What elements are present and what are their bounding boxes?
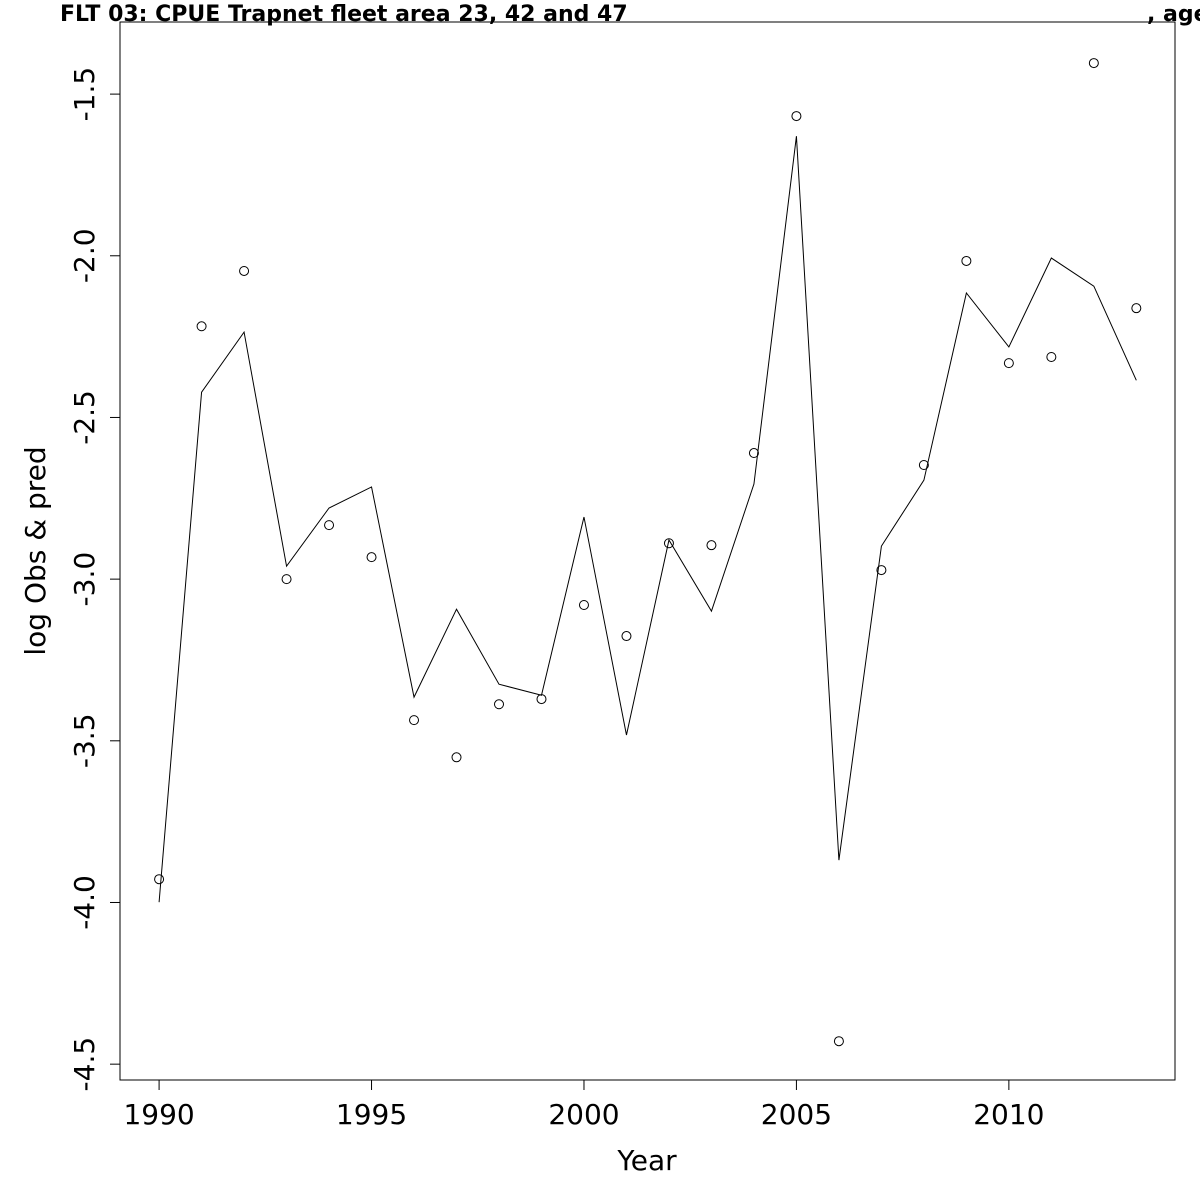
chart-title-suffix: , age xyxy=(1147,2,1200,27)
x-tick-label: 1995 xyxy=(336,1098,407,1131)
data-point xyxy=(239,265,250,276)
data-point xyxy=(833,1036,844,1047)
data-point xyxy=(281,574,292,585)
plot-frame xyxy=(119,21,1176,1081)
data-point xyxy=(324,520,335,531)
y-tick-label: -4.5 xyxy=(68,1037,101,1092)
data-point xyxy=(748,448,759,459)
data-point xyxy=(409,715,420,726)
x-tick-label: 2010 xyxy=(973,1098,1044,1131)
x-tick-label: 1990 xyxy=(123,1098,194,1131)
data-point xyxy=(1088,58,1099,69)
y-tick-label: -3.5 xyxy=(68,713,101,768)
data-point xyxy=(196,321,207,332)
x-axis-label: Year xyxy=(616,1144,677,1177)
data-point xyxy=(876,565,887,576)
y-axis-label: log Obs & pred xyxy=(19,446,52,655)
data-point xyxy=(366,552,377,563)
data-point xyxy=(706,540,717,551)
data-point xyxy=(1003,358,1014,369)
data-point xyxy=(451,752,462,763)
data-point xyxy=(494,699,505,710)
data-point xyxy=(536,694,547,705)
data-point xyxy=(1046,351,1057,362)
y-tick-label: -3.0 xyxy=(68,552,101,607)
data-point xyxy=(961,255,972,266)
data-point xyxy=(154,874,165,885)
chart-title: FLT 03: CPUE Trapnet fleet area 23, 42 a… xyxy=(60,2,628,27)
data-point xyxy=(791,111,802,122)
y-tick-label: -2.0 xyxy=(68,228,101,283)
y-tick-label: -1.5 xyxy=(68,67,101,122)
data-point xyxy=(663,538,674,549)
data-point xyxy=(621,631,632,642)
x-tick-label: 2005 xyxy=(761,1098,832,1131)
x-tick-label: 2000 xyxy=(548,1098,619,1131)
data-point xyxy=(578,599,589,610)
fitted-line xyxy=(158,136,1137,903)
data-point xyxy=(918,459,929,470)
data-point xyxy=(1131,303,1142,314)
y-tick-label: -4.0 xyxy=(68,875,101,930)
y-tick-label: -2.5 xyxy=(68,390,101,445)
